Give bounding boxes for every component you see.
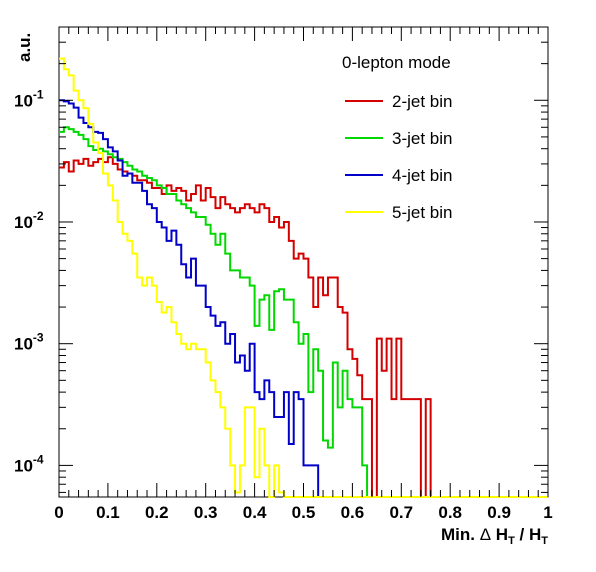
y-tick-labels: 10-4 10-3 10-2 10-1 xyxy=(14,87,44,475)
x-tick-label: 0.5 xyxy=(292,503,316,522)
y-tick-label: 10-4 xyxy=(14,452,44,475)
legend-label: 2-jet bin xyxy=(392,92,452,111)
x-tick-label: 0.6 xyxy=(341,503,365,522)
series-layer xyxy=(59,57,548,498)
x-tick-label: 0.9 xyxy=(487,503,511,522)
x-tick-label: 1 xyxy=(543,503,552,522)
x-tick-label: 0.8 xyxy=(438,503,462,522)
y-tick-label: 10-1 xyxy=(14,87,44,110)
y-tick-label: 10-2 xyxy=(14,209,44,232)
legend-label: 5-jet bin xyxy=(392,203,452,222)
legend-header: 0-lepton mode xyxy=(342,53,451,72)
legend: 0-lepton mode 2-jet bin 3-jet bin 4-jet bi… xyxy=(342,53,452,222)
x-tick-label: 0.1 xyxy=(96,503,120,522)
x-tick-label: 0.3 xyxy=(194,503,218,522)
series-4-jet-histogram xyxy=(59,99,548,498)
x-tick-label: 0 xyxy=(54,503,63,522)
x-tick-label: 0.7 xyxy=(389,503,413,522)
legend-label: 3-jet bin xyxy=(392,129,452,148)
legend-label: 4-jet bin xyxy=(392,166,452,185)
y-axis-title: a.u. xyxy=(15,33,34,62)
x-tick-label: 0.2 xyxy=(145,503,169,522)
x-axis-title: Min. Δ HT / HT xyxy=(441,525,548,547)
x-tick-label: 0.4 xyxy=(243,503,267,522)
x-tick-labels: 0 0.1 0.2 0.3 0.4 0.5 0.6 0.7 0.8 0.9 1 xyxy=(54,503,552,522)
y-tick-label: 10-3 xyxy=(14,331,44,354)
tick-layer xyxy=(58,26,549,497)
